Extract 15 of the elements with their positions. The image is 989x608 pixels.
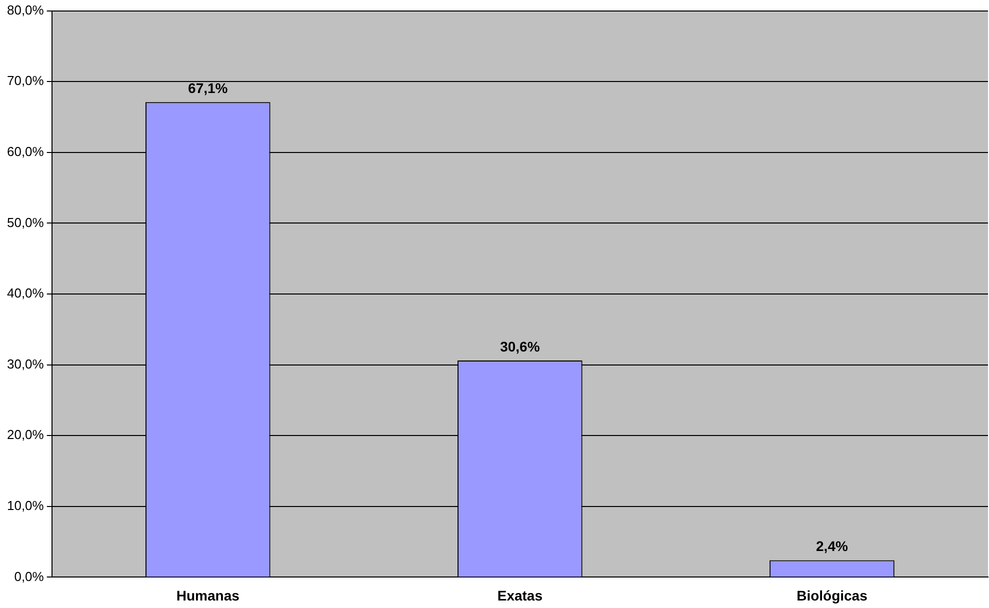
y-tick-label: 0,0%	[14, 568, 44, 584]
y-tick-label: 30,0%	[6, 356, 44, 372]
y-tick-label: 60,0%	[6, 144, 44, 159]
y-tick-label: 20,0%	[6, 427, 44, 442]
y-tick-label: 50,0%	[6, 214, 44, 230]
y-tick-label: 10,0%	[6, 498, 44, 513]
x-tick-label: Exatas	[497, 587, 543, 604]
x-tick-label: Humanas	[176, 587, 240, 604]
y-tick-label: 70,0%	[6, 73, 44, 88]
data-label: 67,1%	[188, 80, 228, 96]
y-tick-label: 80,0%	[6, 2, 44, 18]
y-tick-label: 40,0%	[6, 286, 44, 301]
data-label: 30,6%	[500, 338, 540, 354]
data-label: 2,4%	[816, 538, 848, 554]
x-tick-label: Biológicas	[796, 587, 868, 604]
